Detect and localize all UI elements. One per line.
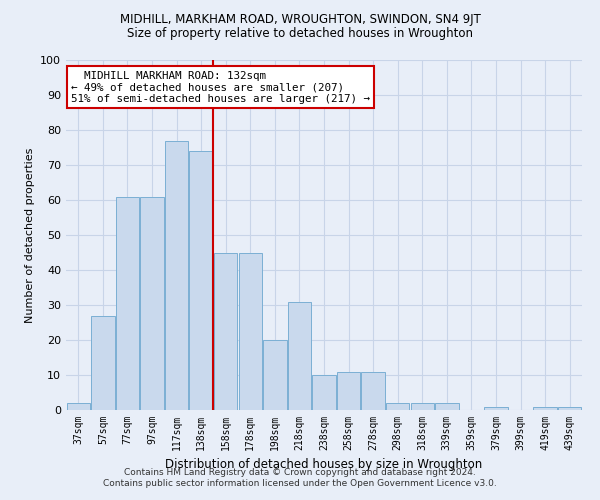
Bar — [484, 406, 508, 410]
Text: MIDHILL MARKHAM ROAD: 132sqm  
← 49% of detached houses are smaller (207)
51% of: MIDHILL MARKHAM ROAD: 132sqm ← 49% of de… — [71, 70, 370, 104]
Bar — [410, 403, 434, 410]
Bar — [533, 406, 557, 410]
Bar — [116, 196, 139, 410]
Text: MIDHILL, MARKHAM ROAD, WROUGHTON, SWINDON, SN4 9JT: MIDHILL, MARKHAM ROAD, WROUGHTON, SWINDO… — [119, 12, 481, 26]
Bar — [140, 196, 164, 410]
Bar — [558, 406, 581, 410]
Bar — [190, 151, 213, 410]
Bar — [165, 140, 188, 410]
Bar — [288, 302, 311, 410]
Bar — [214, 252, 238, 410]
Bar — [313, 375, 335, 410]
Bar — [263, 340, 287, 410]
Bar — [386, 403, 409, 410]
Bar — [435, 403, 458, 410]
Bar — [361, 372, 385, 410]
Bar — [239, 252, 262, 410]
Text: Contains HM Land Registry data © Crown copyright and database right 2024.
Contai: Contains HM Land Registry data © Crown c… — [103, 468, 497, 487]
Bar — [67, 403, 90, 410]
X-axis label: Distribution of detached houses by size in Wroughton: Distribution of detached houses by size … — [166, 458, 482, 471]
Text: Size of property relative to detached houses in Wroughton: Size of property relative to detached ho… — [127, 28, 473, 40]
Bar — [337, 372, 360, 410]
Bar — [91, 316, 115, 410]
Y-axis label: Number of detached properties: Number of detached properties — [25, 148, 35, 322]
